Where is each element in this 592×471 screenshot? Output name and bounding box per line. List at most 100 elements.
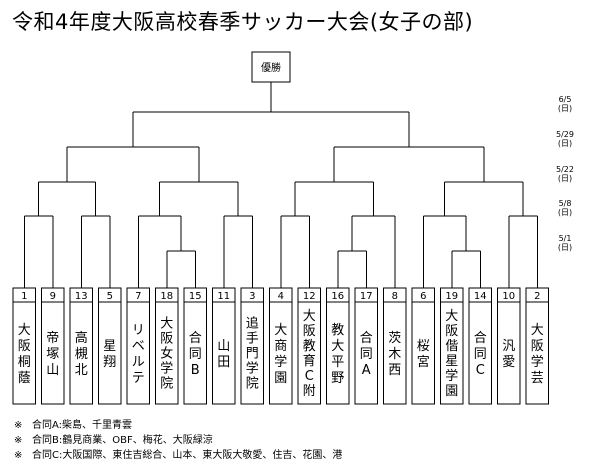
team-name-char: 山 <box>217 339 230 354</box>
page-title: 令和4年度大阪高校春季サッカー大会(女子の部) <box>12 10 474 34</box>
team-name-char: 院 <box>246 377 259 392</box>
team-name-box <box>155 301 179 405</box>
team-name-char: 阪 <box>160 332 173 347</box>
team-name-char: ル <box>132 355 145 370</box>
team-name-box <box>383 301 407 405</box>
team-name-char: 星 <box>445 354 458 369</box>
team-name-char: 山 <box>46 363 59 378</box>
team-name-box <box>297 301 321 405</box>
team-name-char: 阪 <box>303 324 316 339</box>
team-name-char: 宮 <box>417 354 430 370</box>
team-name-char: 大 <box>303 309 316 324</box>
round-date: 5/8 <box>559 199 572 208</box>
team-name-char: 汎 <box>502 339 515 354</box>
team-seed: 11 <box>217 291 230 302</box>
team-name-char: 合 <box>189 331 202 346</box>
team-name-char: 学 <box>246 361 259 377</box>
team-name-char: 帝 <box>46 330 59 346</box>
team-name-char: C <box>476 363 485 378</box>
team-name-char: 芸 <box>531 370 544 386</box>
team-name-box <box>497 301 521 405</box>
note-row: ※ 合同B:鶴見商業、OBF、梅花、大阪緑涼 <box>14 433 342 448</box>
round-day: (日) <box>558 208 572 217</box>
team-seed: 1 <box>21 291 27 302</box>
team-seed: 8 <box>392 291 398 302</box>
team-name-box <box>269 301 293 405</box>
team-name-char: 商 <box>274 339 287 354</box>
team-name-char: 大 <box>531 323 544 338</box>
team-name-box <box>69 301 93 405</box>
team-name-char: 蔭 <box>18 371 31 386</box>
team-seed: 3 <box>249 291 255 302</box>
round-day: (日) <box>558 243 572 252</box>
team-name-char: 星 <box>103 339 116 354</box>
team-name-char: 大 <box>445 309 458 324</box>
champion-box <box>251 51 291 83</box>
team-name-char: 同 <box>189 347 202 362</box>
team-name-char: リ <box>132 323 145 338</box>
note-mark: ※ <box>14 450 23 461</box>
team-seed: 7 <box>135 291 141 302</box>
team-seed: 18 <box>160 291 173 302</box>
team-seed: 2 <box>534 291 540 302</box>
team-seed: 5 <box>107 291 113 302</box>
team-name-box <box>440 301 464 405</box>
team-name-box <box>126 301 150 405</box>
round-day: (日) <box>558 139 572 148</box>
team-name-box <box>41 301 65 405</box>
note-text: 合同C:大阪国際、東住吉総合、山本、東大阪大敬愛、住吉、花園、港 <box>32 450 343 461</box>
round-date: 5/1 <box>559 234 572 243</box>
round-date: 5/22 <box>556 165 574 174</box>
team-name-char: 阪 <box>445 324 458 339</box>
note-text: 合同B:鶴見商業、OBF、梅花、大阪緑涼 <box>32 435 213 446</box>
team-seed: 10 <box>502 291 515 302</box>
team-name-char: 大 <box>274 323 287 338</box>
team-seed: 6 <box>420 291 426 302</box>
note-mark: ※ <box>14 435 23 446</box>
team-name-char: 野 <box>331 371 344 386</box>
team-seed: 17 <box>360 291 373 302</box>
round-date: 6/5 <box>559 95 572 104</box>
team-name-box <box>240 301 264 405</box>
team-name-box <box>525 301 549 405</box>
team-name-char: 田 <box>217 355 230 370</box>
team-name-char: 愛 <box>502 355 515 370</box>
team-name-char: B <box>191 363 200 378</box>
team-name-char: 女 <box>160 346 173 362</box>
champion-label: 優勝 <box>261 61 281 74</box>
team-name-char: 学 <box>274 354 287 370</box>
team-name-box <box>212 301 236 405</box>
team-name-char: 合 <box>360 331 373 346</box>
round-date: 5/29 <box>556 130 574 139</box>
team-name-char: 阪 <box>531 339 544 354</box>
team-name-char: A <box>362 363 371 378</box>
team-seed: 9 <box>50 291 56 302</box>
team-name-char: 教 <box>331 322 344 338</box>
round-day: (日) <box>558 104 572 113</box>
team-name-char: 西 <box>388 363 401 378</box>
team-name-char: 木 <box>388 347 401 362</box>
note-row: ※ 合同A:柴島、千里青雲 <box>14 418 342 433</box>
team-name-box <box>354 301 378 405</box>
team-name-box <box>411 301 435 405</box>
team-name-char: 同 <box>474 347 487 362</box>
team-seed: 15 <box>189 291 202 302</box>
team-name-char: 桜 <box>417 339 430 354</box>
team-name-char: 園 <box>445 384 458 399</box>
team-name-box <box>98 301 122 405</box>
team-seed: 16 <box>331 291 344 302</box>
note-row: ※ 合同C:大阪国際、東住吉総合、山本、東大阪大敬愛、住吉、花園、港 <box>14 448 342 463</box>
team-name-box <box>326 301 350 405</box>
team-seed: 12 <box>303 291 316 302</box>
team-name-char: 茨 <box>388 331 401 346</box>
team-name-char: 阪 <box>18 339 31 354</box>
note-mark: ※ <box>14 420 23 431</box>
team-name-char: 槻 <box>75 346 88 362</box>
team-name-char: 翔 <box>103 355 116 370</box>
team-name-char: 学 <box>160 361 173 377</box>
team-name-char: C <box>305 369 314 384</box>
note-text: 合同A:柴島、千里青雲 <box>32 420 133 431</box>
team-name-char: 高 <box>75 330 88 346</box>
team-name-char: テ <box>132 371 145 386</box>
